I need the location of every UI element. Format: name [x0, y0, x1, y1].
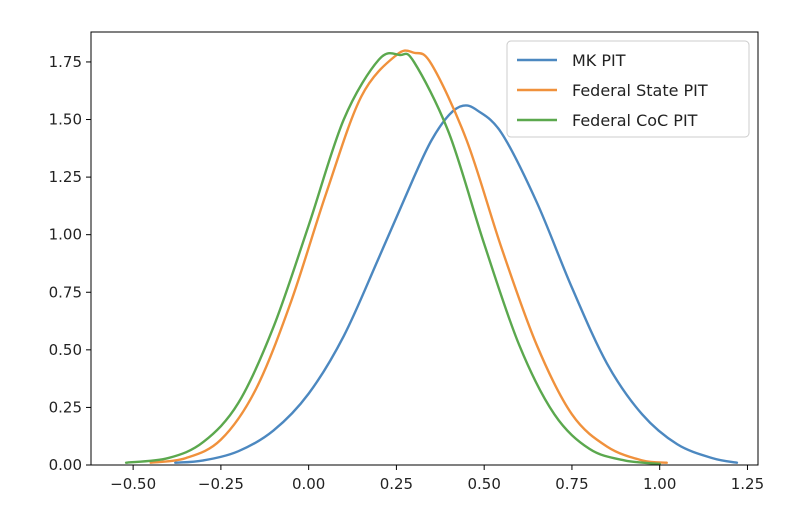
- legend-box: [506, 40, 750, 138]
- series-line-1: [149, 49, 668, 464]
- legend-label: Federal CoC PIT: [572, 111, 698, 130]
- y-axis: 0.00 0.25 0.50 0.75 1.00 1.25 1.50 1.75: [49, 53, 91, 474]
- legend-label: Federal State PIT: [572, 81, 708, 100]
- x-tick-label: 0.00: [292, 475, 325, 493]
- series-line-2: [124, 51, 661, 466]
- x-tick-label: 1.00: [643, 475, 676, 493]
- plot-frame: [90, 31, 759, 466]
- x-tick-label: 0.25: [380, 475, 413, 493]
- y-tick-label: 1.50: [49, 111, 82, 129]
- y-tick-label: 0.75: [49, 283, 82, 301]
- x-tick-label: 0.75: [555, 475, 588, 493]
- x-tick-label: 1.25: [731, 475, 764, 493]
- x-axis: −0.50 −0.25 0.00 0.25 0.50 0.75 1.00 1.25: [110, 465, 764, 493]
- legend: MK PIT Federal State PIT Federal CoC PIT: [506, 40, 750, 138]
- x-tick-label: 0.50: [467, 475, 500, 493]
- y-tick-label: 0.50: [49, 341, 82, 359]
- y-tick-label: 1.25: [49, 168, 82, 186]
- y-tick-label: 1.75: [49, 53, 82, 71]
- x-tick-label: −0.50: [110, 475, 156, 493]
- y-tick-label: 0.25: [49, 398, 82, 416]
- series-layer: [124, 49, 739, 466]
- series-line-0: [174, 104, 739, 464]
- x-tick-label: −0.25: [198, 475, 244, 493]
- y-tick-label: 1.00: [49, 226, 82, 244]
- legend-label: MK PIT: [572, 51, 626, 70]
- y-tick-label: 0.00: [49, 456, 82, 474]
